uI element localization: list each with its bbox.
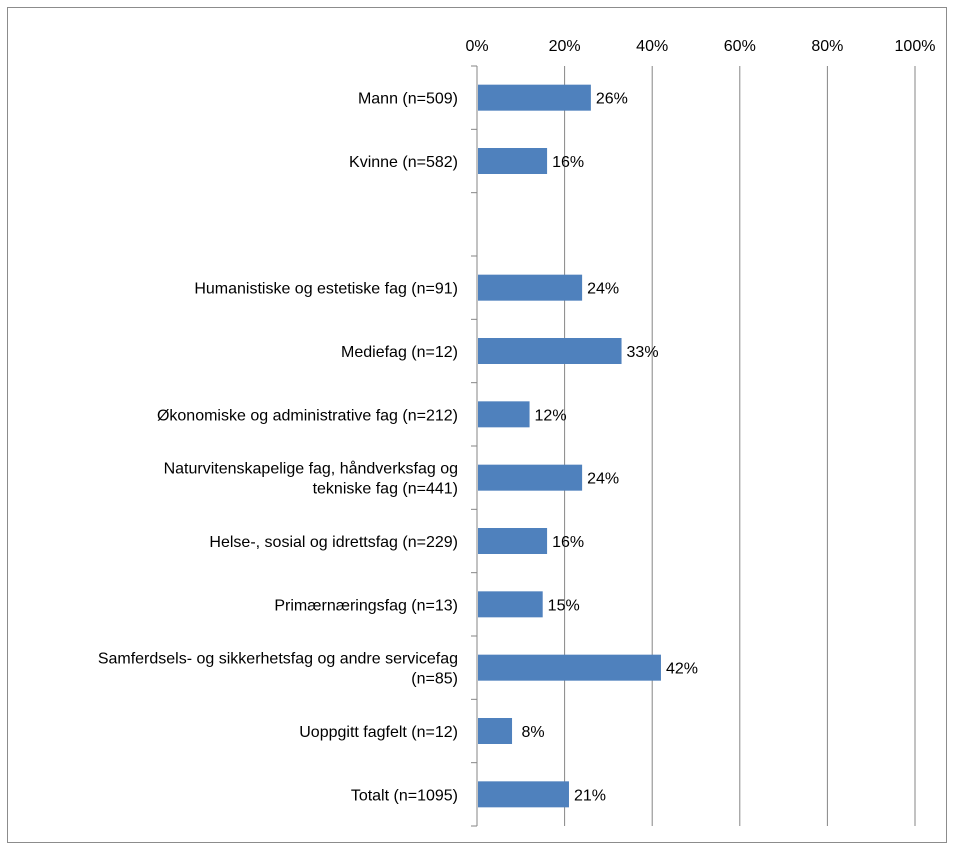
x-tick-label: 20%	[549, 38, 581, 55]
bar	[478, 781, 569, 808]
data-label: 24%	[587, 281, 619, 298]
bar	[478, 464, 583, 491]
bar	[478, 84, 591, 111]
category-label: Økonomiske og administrative fag (n=212)	[157, 407, 458, 424]
bar	[478, 718, 513, 744]
data-label: 26%	[596, 91, 628, 108]
category-label: Totalt (n=1095)	[351, 787, 458, 804]
category-label: Mediefag (n=12)	[341, 344, 458, 361]
category-label: Primærnæringsfag (n=13)	[274, 597, 458, 614]
x-tick-label: 100%	[895, 38, 936, 55]
x-tick-label: 60%	[724, 38, 756, 55]
bar	[478, 528, 548, 554]
bar	[478, 338, 622, 364]
category-label: Mann (n=509)	[358, 91, 458, 108]
data-label: 12%	[535, 407, 567, 424]
data-label: 16%	[552, 534, 584, 551]
x-tick-label: 40%	[636, 38, 668, 55]
bar	[478, 148, 548, 174]
bar	[478, 654, 661, 681]
category-label: Humanistiske og estetiske fag (n=91)	[194, 281, 458, 298]
data-label: 8%	[521, 724, 544, 741]
category-label: (n=85)	[411, 671, 458, 688]
data-label: 21%	[574, 787, 606, 804]
category-label: tekniske fag (n=441)	[313, 481, 458, 498]
bar	[478, 591, 543, 618]
data-label: 24%	[587, 471, 619, 488]
data-label: 15%	[548, 597, 580, 614]
x-tick-label: 80%	[811, 38, 843, 55]
category-label: Naturvitenskapelige fag, håndverksfag og	[164, 460, 458, 478]
category-label: Samferdsels- og sikkerhetsfag og andre s…	[98, 651, 458, 668]
bar	[478, 401, 530, 428]
category-label: Helse-, sosial og idrettsfag (n=229)	[209, 534, 458, 551]
bar	[478, 274, 583, 301]
category-label: Uoppgitt fagfelt (n=12)	[299, 724, 458, 741]
data-label: 33%	[627, 344, 659, 361]
category-label: Kvinne (n=582)	[349, 154, 458, 171]
data-label: 16%	[552, 154, 584, 171]
data-label: 42%	[666, 661, 698, 678]
x-tick-label: 0%	[465, 38, 488, 55]
